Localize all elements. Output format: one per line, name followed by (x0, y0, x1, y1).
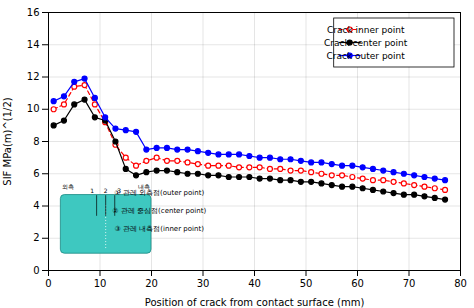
svg-text:70: 70 (403, 278, 416, 289)
svg-text:8: 8 (33, 136, 39, 147)
svg-text:10: 10 (27, 103, 40, 114)
svg-text:② 관레 중심점(center point): ② 관레 중심점(center point) (112, 207, 206, 215)
svg-text:0: 0 (33, 265, 39, 276)
svg-text:2: 2 (104, 187, 108, 194)
svg-text:14: 14 (27, 39, 40, 50)
svg-text:Crack center point: Crack center point (324, 38, 408, 48)
svg-text:2: 2 (33, 232, 39, 243)
svg-text:0: 0 (45, 278, 51, 289)
svg-text:③ 관레 내측점(inner point): ③ 관레 내측점(inner point) (115, 225, 205, 233)
svg-text:4: 4 (33, 200, 39, 211)
svg-text:80: 80 (454, 278, 467, 289)
svg-text:외측: 외측 (62, 183, 74, 190)
svg-text:60: 60 (351, 278, 364, 289)
svg-text:30: 30 (197, 278, 210, 289)
svg-text:16: 16 (27, 7, 40, 18)
svg-text:6: 6 (33, 168, 39, 179)
svg-text:내측: 내측 (137, 182, 150, 190)
svg-text:Crack inner point: Crack inner point (327, 25, 405, 35)
svg-text:① 관레 외측점(outer point): ① 관레 외측점(outer point) (114, 189, 204, 197)
svg-text:10: 10 (94, 278, 107, 289)
svg-text:40: 40 (248, 278, 261, 289)
svg-text:12: 12 (27, 71, 40, 82)
svg-text:Position of crack from contact: Position of crack from contact surface (… (145, 297, 365, 308)
svg-text:50: 50 (300, 278, 313, 289)
svg-text:Crack outer point: Crack outer point (327, 51, 406, 61)
svg-text:1: 1 (90, 187, 94, 194)
svg-text:20: 20 (145, 278, 158, 289)
svg-text:SIF MPa(m)^(1/2): SIF MPa(m)^(1/2) (2, 97, 13, 185)
